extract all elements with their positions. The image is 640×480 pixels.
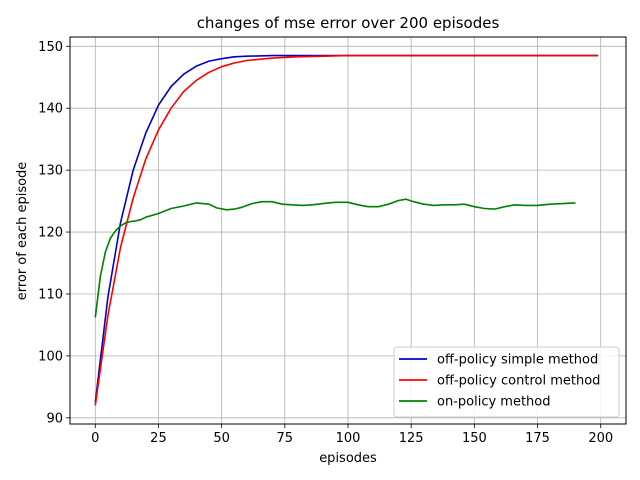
series-line-2: [94, 54, 599, 406]
y-tick-label: 150: [38, 40, 63, 55]
legend-label: off-policy simple method: [437, 353, 598, 368]
y-axis-title: error of each episode: [15, 162, 30, 301]
legend-box: [393, 346, 620, 418]
x-tick-label: 25: [150, 431, 167, 446]
series-lines: [94, 54, 599, 406]
legend: off-policy simple method off-policy contr…: [393, 346, 620, 418]
x-axis-title: episodes: [319, 451, 377, 466]
y-tick-label: 110: [38, 287, 63, 302]
y-tick-label: 130: [38, 164, 63, 179]
x-tick-label: 50: [213, 431, 230, 446]
x-tick-label: 125: [399, 431, 424, 446]
x-tick-label: 0: [91, 431, 99, 446]
x-tick-label: 175: [525, 431, 550, 446]
chart-title: changes of mse error over 200 episodes: [197, 14, 500, 32]
x-tick-label: 75: [277, 431, 294, 446]
y-tick-label: 120: [38, 226, 63, 241]
y-tick-label: 100: [38, 349, 63, 364]
x-tick-label: 100: [336, 431, 361, 446]
y-tick-label: 140: [38, 102, 63, 117]
x-tick-label: 200: [588, 431, 613, 446]
axis-ticks: 0 25 50 75 100 125 150 175 200 90 100 110 120 130 140 1…: [38, 40, 613, 446]
legend-label: off-policy control method: [437, 374, 600, 389]
y-tick-label: 90: [46, 411, 63, 426]
x-tick-label: 150: [462, 431, 487, 446]
series-line-3: [94, 198, 576, 318]
legend-label: on-policy method: [437, 395, 551, 410]
